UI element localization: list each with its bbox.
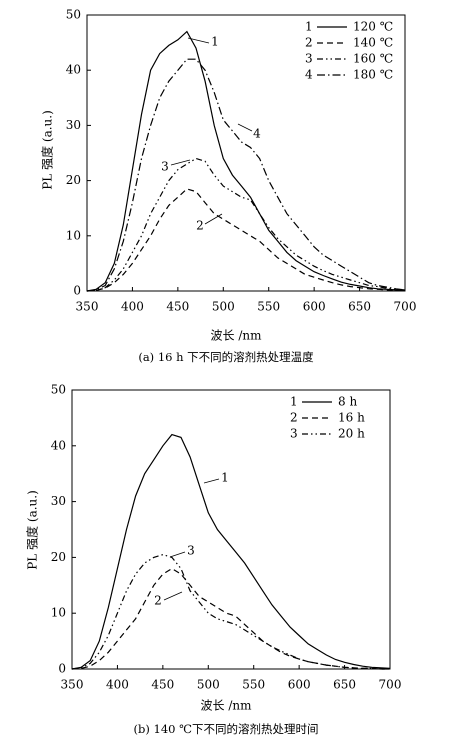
curve-pointer [169, 551, 186, 558]
y-tick-label: 10 [51, 606, 66, 620]
x-tick-label: 700 [394, 300, 417, 314]
y-tick-label: 10 [66, 228, 81, 242]
legend-label-number: 3 [305, 52, 313, 66]
x-tick-label: 500 [197, 678, 220, 692]
x-tick-label: 500 [212, 300, 235, 314]
x-tick-label: 550 [242, 678, 265, 692]
legend-label: 16 h [338, 411, 365, 425]
caption: (a) 16 h 下不同的溶剂热处理温度 [138, 350, 314, 364]
series-line [86, 188, 405, 292]
legend-label-number: 4 [305, 68, 313, 82]
y-axis-title: PL 强度 (a.u.) [25, 490, 40, 570]
curve-pointer [187, 37, 210, 44]
curve-pointer [163, 591, 183, 601]
legend-label: 180 ℃ [353, 68, 393, 82]
plot-frame [86, 14, 406, 292]
caption: (b) 140 ℃下不同的溶剂热处理时间 [134, 722, 319, 736]
y-tick-label: 30 [66, 118, 81, 132]
legend-label: 120 ℃ [353, 20, 393, 34]
x-tick-label: 700 [379, 678, 402, 692]
legend-label-number: 3 [290, 427, 298, 441]
curve-label: 2 [196, 219, 204, 233]
curve-label: 3 [187, 544, 195, 558]
curve-label: 3 [161, 160, 169, 174]
x-tick-label: 400 [121, 300, 144, 314]
legend-label: 140 ℃ [353, 36, 393, 50]
x-tick-label: 650 [333, 678, 356, 692]
legend-label: 20 h [338, 427, 365, 441]
y-tick-label: 50 [51, 383, 66, 397]
x-axis-title: 波长 /nm [211, 329, 263, 343]
y-tick-label: 40 [66, 63, 81, 77]
x-tick-label: 350 [76, 300, 99, 314]
x-axis-title: 波长 /nm [201, 699, 253, 713]
curve-label: 1 [221, 471, 229, 485]
legend-label: 160 ℃ [353, 52, 393, 66]
curve-label: 1 [211, 35, 219, 49]
curve-label: 4 [253, 127, 261, 141]
series-line [86, 30, 406, 292]
x-tick-label: 400 [106, 678, 129, 692]
y-tick-label: 30 [51, 494, 66, 508]
y-axis-title: PL 强度 (a.u.) [40, 110, 55, 190]
y-tick-label: 20 [51, 550, 66, 564]
x-tick-label: 650 [348, 300, 371, 314]
x-tick-label: 350 [61, 678, 84, 692]
curve-pointer [203, 478, 220, 484]
x-tick-label: 550 [257, 300, 280, 314]
series-line [71, 553, 390, 670]
legend-label-number: 1 [290, 395, 298, 409]
curve-label: 2 [154, 594, 162, 608]
series-line [71, 433, 391, 670]
curve-pointer [204, 213, 223, 225]
series-line [86, 58, 406, 292]
legend-label-number: 2 [305, 36, 313, 50]
y-tick-label: 40 [51, 438, 66, 452]
curve-pointer [237, 123, 253, 132]
curve-pointer [170, 159, 191, 166]
legend-label: 8 h [338, 395, 357, 409]
x-tick-label: 450 [151, 678, 174, 692]
x-tick-label: 600 [303, 300, 326, 314]
x-tick-label: 450 [166, 300, 189, 314]
x-tick-label: 600 [288, 678, 311, 692]
y-tick-label: 50 [66, 8, 81, 22]
series-line [86, 157, 406, 292]
series-line [71, 567, 390, 670]
y-tick-label: 0 [73, 284, 81, 298]
legend-label-number: 2 [290, 411, 298, 425]
y-tick-label: 0 [58, 662, 66, 676]
y-tick-label: 20 [66, 173, 81, 187]
plot-frame [71, 389, 391, 670]
legend-label-number: 1 [305, 20, 313, 34]
